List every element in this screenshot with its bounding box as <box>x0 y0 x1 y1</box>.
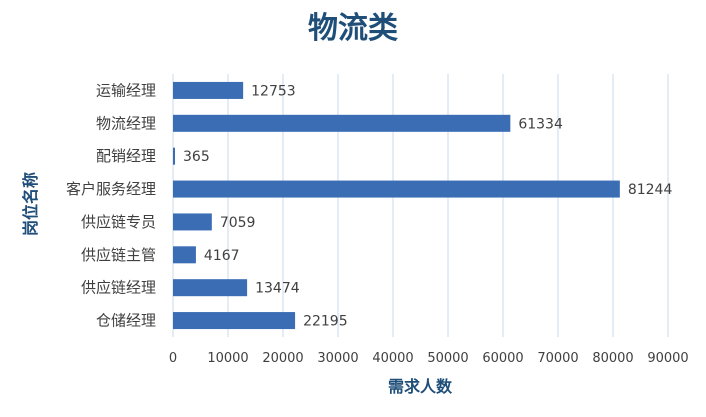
bar <box>173 279 248 297</box>
data-label: 12753 <box>251 83 296 99</box>
bar <box>173 81 244 99</box>
category-label: 物流经理 <box>96 114 156 132</box>
x-tick-label: 40000 <box>372 351 413 366</box>
bar <box>173 114 511 132</box>
x-tick-label: 50000 <box>427 351 468 366</box>
bars <box>173 81 620 330</box>
data-label: 13474 <box>255 281 300 297</box>
category-label: 客户服务经理 <box>66 180 156 198</box>
data-label: 365 <box>183 149 210 165</box>
x-tick-label: 60000 <box>482 351 523 366</box>
x-tick-label: 10000 <box>207 351 248 366</box>
data-label: 4167 <box>204 248 240 264</box>
x-tick-label: 20000 <box>262 351 303 366</box>
chart-title: 物流类 <box>308 11 398 46</box>
data-labels: 12753 61334 365 81244 7059 4167 13474 22195 <box>183 83 672 329</box>
gridlines <box>172 74 669 337</box>
x-axis-title: 需求人数 <box>388 377 453 396</box>
category-label: 仓储经理 <box>96 312 156 330</box>
bar <box>173 312 296 330</box>
x-tick-label: 0 <box>169 351 177 366</box>
x-tick-label: 30000 <box>317 351 358 366</box>
category-label: 供应链主管 <box>81 246 156 264</box>
x-tick-label: 80000 <box>592 351 633 366</box>
data-label: 7059 <box>220 215 256 231</box>
bar <box>173 180 620 198</box>
bar <box>173 213 212 231</box>
y-axis-title: 岗位名称 <box>21 172 40 236</box>
data-label: 81244 <box>628 182 673 198</box>
category-label: 运输经理 <box>96 81 156 99</box>
category-label: 配销经理 <box>96 147 156 165</box>
data-label: 61334 <box>518 116 563 132</box>
data-label: 22195 <box>303 314 348 330</box>
category-label: 供应链经理 <box>81 279 156 297</box>
bar <box>173 246 196 264</box>
category-label: 供应链专员 <box>81 213 156 231</box>
x-tick-labels: 0 10000 20000 30000 40000 50000 60000 70000 8000… <box>169 351 689 366</box>
x-tick-label: 90000 <box>647 351 688 366</box>
x-tick-label: 70000 <box>537 351 578 366</box>
bar <box>173 147 176 165</box>
